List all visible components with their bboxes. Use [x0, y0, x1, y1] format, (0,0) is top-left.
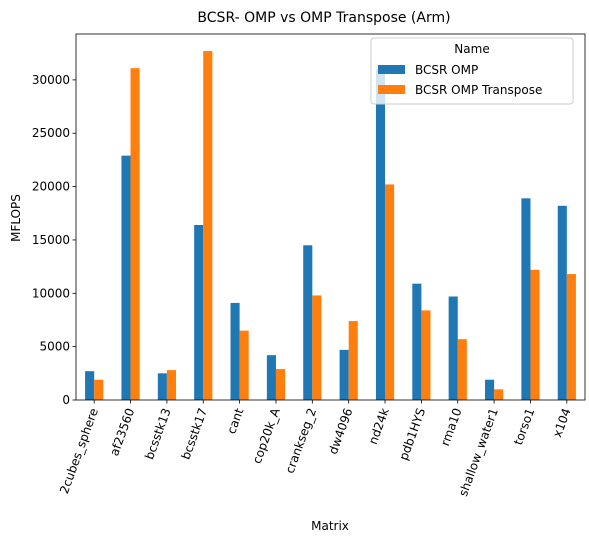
legend-entry: BCSR OMP: [415, 63, 478, 77]
y-tick-label: 25000: [32, 126, 70, 140]
legend-box: [370, 37, 574, 105]
legend-entry: BCSR OMP Transpose: [415, 83, 542, 97]
x-tick-label: cop20k_A: [250, 405, 283, 465]
y-tick-label: 0: [62, 393, 70, 407]
x-tick-label: pdb1HYS: [396, 406, 428, 462]
x-tick-label: rma10: [438, 406, 465, 447]
bar-bcsr-omp-transpose-af23560: [130, 68, 140, 401]
x-tick-label: nd24k: [366, 406, 392, 446]
legend-title: Name: [454, 42, 489, 56]
axes-layer: [75, 33, 586, 401]
bar-bcsr-omp-transpose-crankseg-2: [312, 295, 322, 400]
legend: Name BCSR OMP BCSR OMP Transpose: [370, 37, 574, 105]
y-axis-label: MFLOPS: [9, 194, 23, 242]
bar-bcsr-omp-shallow-water1: [485, 379, 495, 400]
x-tick-label: bcsstk13: [142, 406, 174, 461]
bar-bcsr-omp-transpose-2cubes-sphere: [94, 379, 104, 400]
y-tick-label: 20000: [32, 180, 70, 194]
bar-bcsr-omp-cant: [230, 302, 240, 400]
bar-bcsr-omp-af23560: [121, 155, 131, 400]
x-axis-ticks: 2cubes_sphere af23560 bcsstk13 bcsstk17 cant…: [57, 400, 574, 498]
x-tick-label: torso1: [511, 406, 537, 447]
bar-bcsr-omp-transpose-cop20k-a: [275, 369, 286, 400]
bar-bcsr-omp-transpose-rma10: [457, 339, 467, 400]
x-tick-label: 2cubes_sphere: [57, 406, 101, 495]
x-tick-label: x104: [550, 406, 573, 439]
bar-bcsr-omp-transpose-nd24k: [385, 184, 395, 400]
bar-bcsr-omp-pdb1hys: [412, 283, 422, 400]
bar-bcsr-omp-transpose-shallow-water1: [494, 389, 504, 400]
bar-bcsr-omp-2cubes-sphere: [85, 371, 95, 400]
bar-bcsr-omp-cop20k-a: [266, 355, 276, 400]
bar-bcsr-omp-bcsstk13: [157, 373, 167, 400]
bars-layer: [85, 51, 576, 401]
bar-bcsr-omp-dw4096: [339, 349, 349, 400]
bar-bcsr-omp-bcsstk17: [194, 225, 204, 400]
x-tick-label: crankseg_2: [283, 406, 320, 475]
legend-swatch: [378, 85, 405, 94]
bar-bcsr-omp-crankseg-2: [303, 245, 313, 400]
x-axis-label: Matrix: [311, 519, 349, 533]
bar-bcsr-omp-rma10: [448, 296, 458, 400]
legend-swatch: [378, 65, 405, 74]
bar-bcsr-omp-nd24k: [375, 69, 386, 401]
x-tick-label: cant: [224, 406, 246, 436]
bar-bcsr-omp-x104: [557, 205, 567, 400]
y-tick-label: 5000: [39, 340, 70, 354]
x-tick-label: bcsstk17: [179, 406, 211, 461]
x-tick-label: shallow_water1: [456, 406, 501, 498]
bar-bcsr-omp-transpose-bcsstk13: [166, 370, 176, 400]
bar-bcsr-omp-transpose-cant: [239, 330, 249, 400]
bar-bcsr-omp-torso1: [521, 198, 531, 400]
bar-bcsr-omp-transpose-torso1: [530, 269, 540, 400]
bar-bcsr-omp-transpose-pdb1hys: [421, 310, 431, 400]
bar-bcsr-omp-transpose-dw4096: [348, 321, 358, 400]
bar-bcsr-omp-transpose-x104: [566, 274, 576, 400]
x-tick-label: dw4096: [326, 406, 356, 456]
y-tick-label: 30000: [32, 73, 70, 87]
plot-frame: [75, 33, 586, 401]
bar-bcsr-omp-transpose-bcsstk17: [203, 51, 213, 400]
y-axis-ticks: 0 5000 10000 15000 20000 25000 30000: [32, 73, 76, 407]
chart-title: BCSR- OMP vs OMP Transpose (Arm): [197, 10, 450, 26]
x-tick-label: af23560: [107, 406, 137, 458]
y-tick-label: 10000: [32, 286, 70, 300]
y-tick-label: 15000: [32, 233, 70, 247]
